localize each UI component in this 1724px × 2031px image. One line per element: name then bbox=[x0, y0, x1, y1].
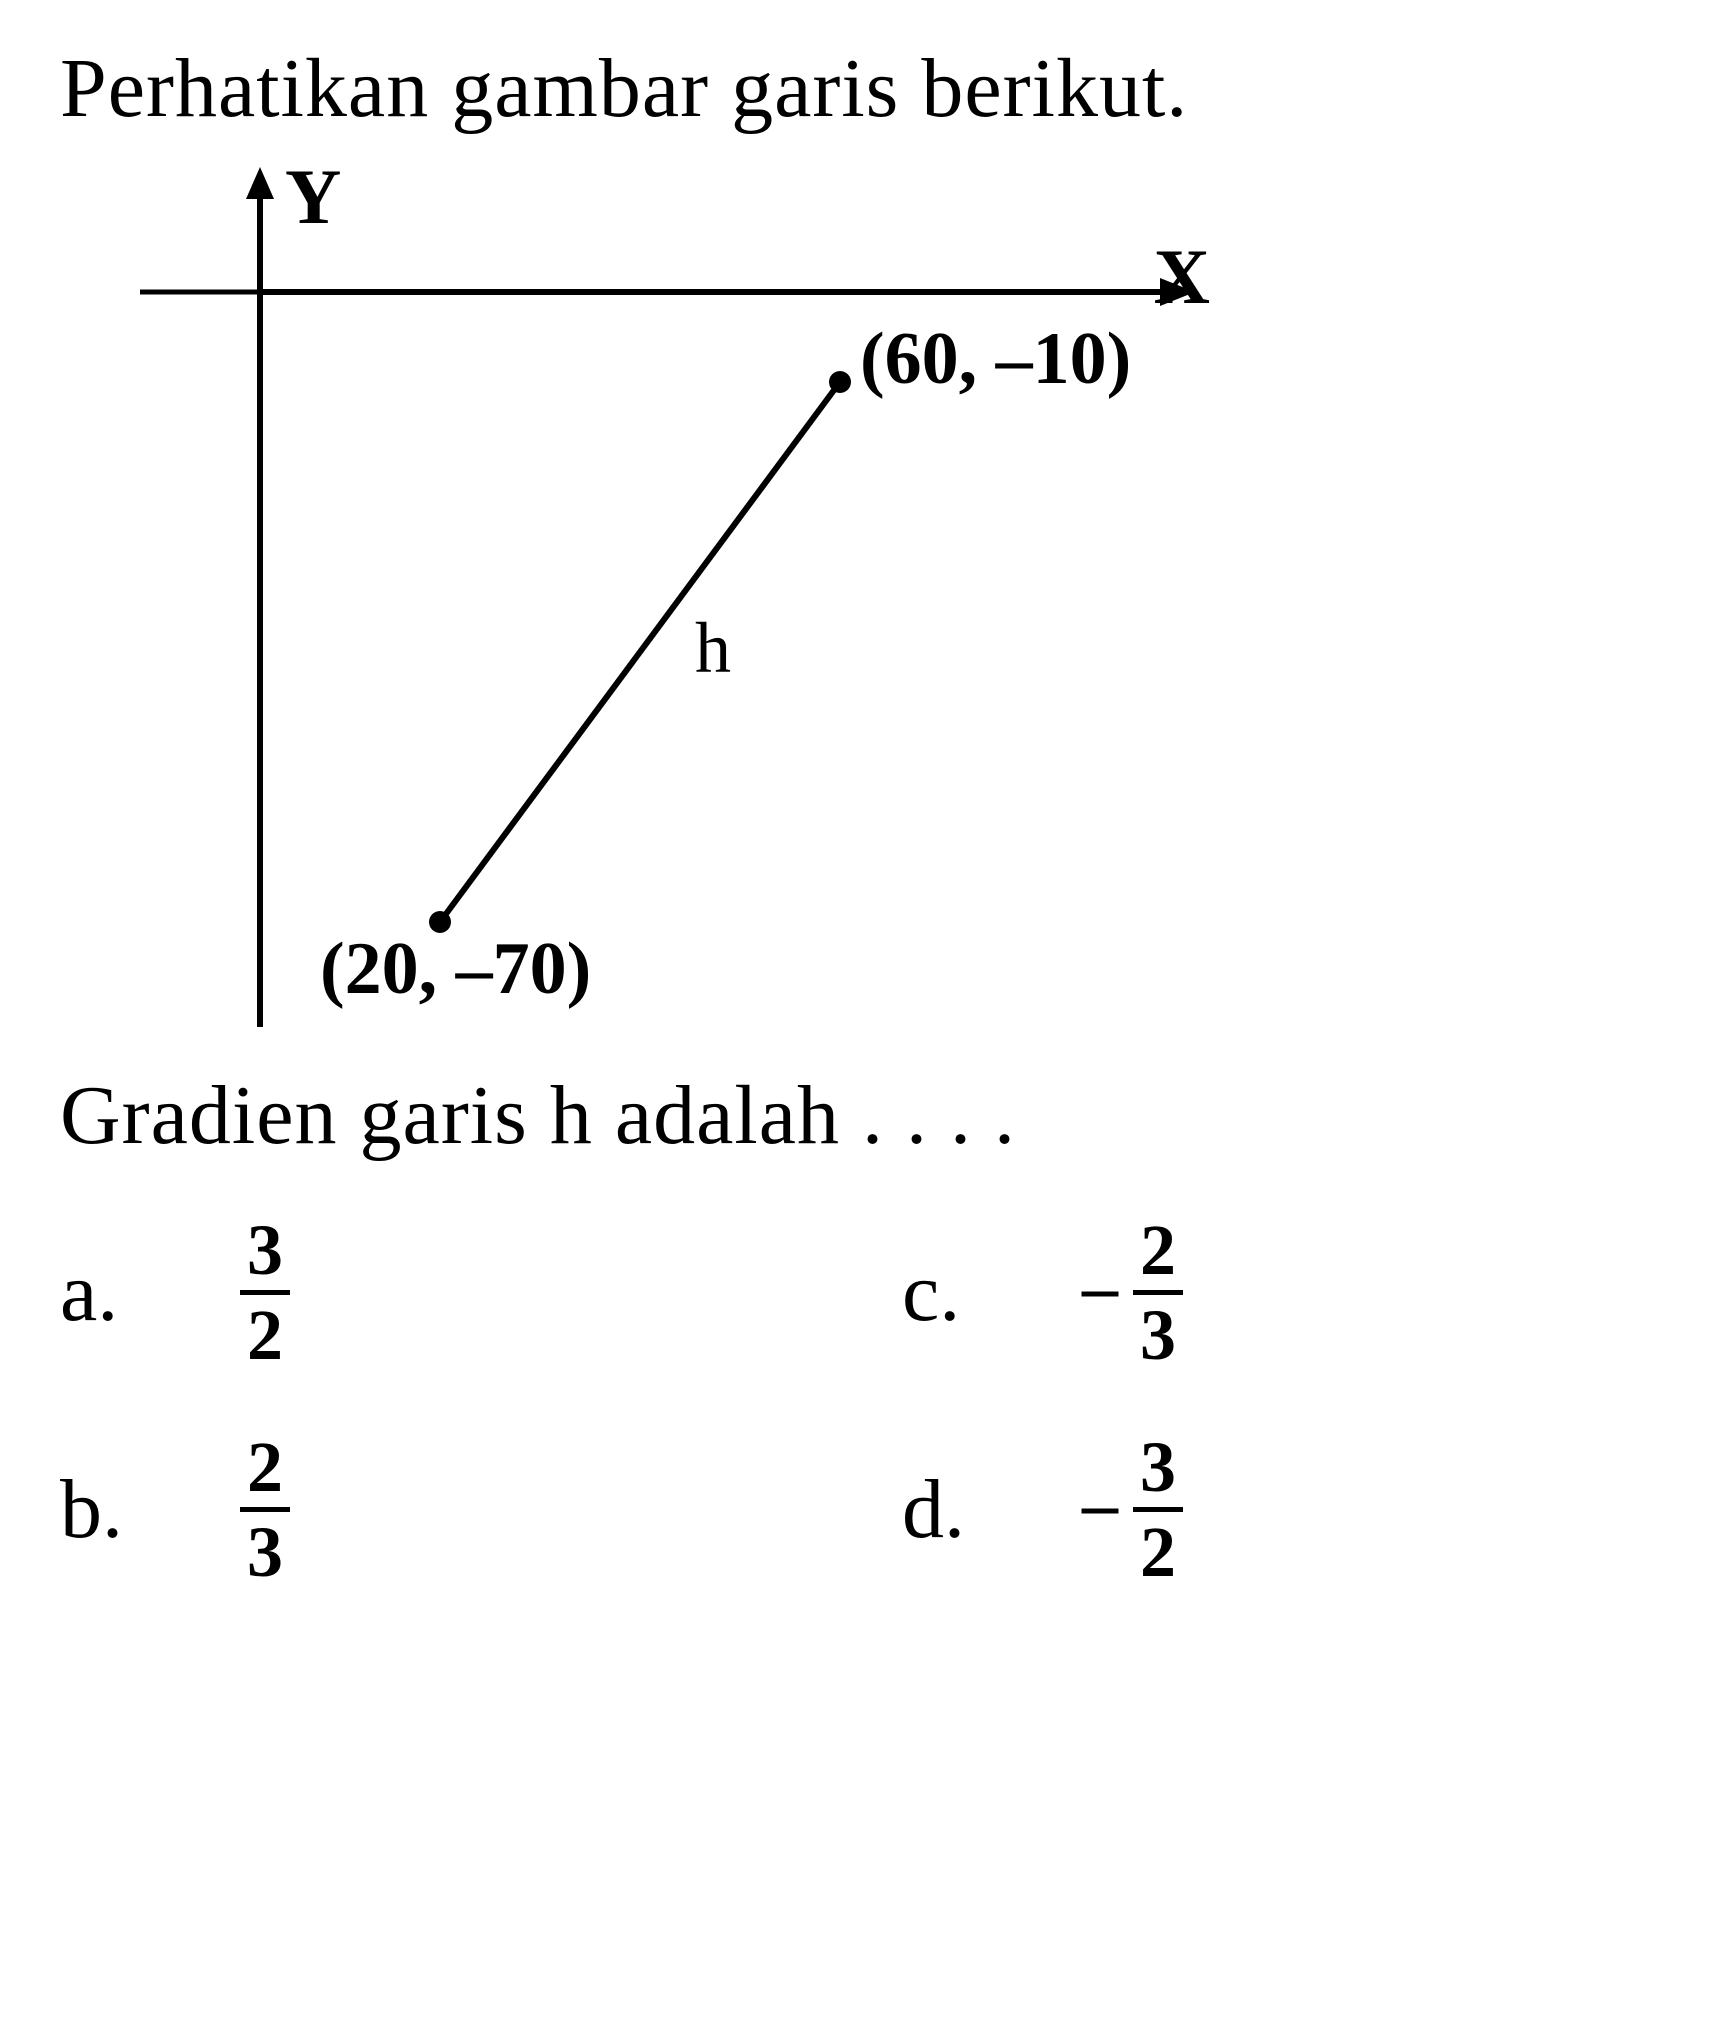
option-d-letter: d. bbox=[902, 1461, 982, 1558]
fraction-b-num: 2 bbox=[247, 1431, 283, 1507]
fraction-c-num: 2 bbox=[1140, 1214, 1176, 1290]
graph-container: Y X (60, –10) (20, –70) h bbox=[140, 167, 1340, 1027]
option-a[interactable]: a. 3 2 bbox=[60, 1214, 822, 1371]
option-c-value: – 2 3 bbox=[1082, 1214, 1183, 1371]
option-b[interactable]: b. 2 3 bbox=[60, 1431, 822, 1588]
negative-sign-d: – bbox=[1082, 1463, 1118, 1546]
fraction-a-den: 2 bbox=[247, 1295, 283, 1371]
fraction-a-num: 3 bbox=[247, 1214, 283, 1290]
option-d-value: – 3 2 bbox=[1082, 1431, 1183, 1588]
fraction-b: 2 3 bbox=[240, 1431, 290, 1588]
point-label-upper: (60, –10) bbox=[860, 317, 1131, 402]
fraction-c: 2 3 bbox=[1133, 1214, 1183, 1371]
answer-options: a. 3 2 c. – 2 3 b. 2 3 bbox=[60, 1214, 1664, 1588]
fraction-d-num: 3 bbox=[1140, 1431, 1176, 1507]
point-label-lower: (20, –70) bbox=[320, 927, 591, 1012]
fraction-d: 3 2 bbox=[1133, 1431, 1183, 1588]
fraction-a: 3 2 bbox=[240, 1214, 290, 1371]
option-c[interactable]: c. – 2 3 bbox=[902, 1214, 1664, 1371]
negative-sign-c: – bbox=[1082, 1246, 1118, 1329]
y-axis-arrowhead-icon bbox=[246, 167, 274, 199]
line-h-label: h bbox=[695, 607, 731, 690]
option-a-letter: a. bbox=[60, 1244, 140, 1341]
option-b-value: 2 3 bbox=[240, 1431, 290, 1588]
option-b-letter: b. bbox=[60, 1461, 140, 1558]
line-h bbox=[440, 382, 840, 922]
x-axis-label: X bbox=[1154, 232, 1210, 322]
option-a-value: 3 2 bbox=[240, 1214, 290, 1371]
option-c-letter: c. bbox=[902, 1244, 982, 1341]
question-prompt: Gradien garis h adalah . . . . bbox=[60, 1067, 1664, 1164]
question-title: Perhatikan gambar garis berikut. bbox=[60, 40, 1664, 137]
option-d[interactable]: d. – 3 2 bbox=[902, 1431, 1664, 1588]
fraction-c-den: 3 bbox=[1140, 1295, 1176, 1371]
point-end-upper bbox=[829, 371, 851, 393]
fraction-d-den: 2 bbox=[1140, 1512, 1176, 1588]
fraction-b-den: 3 bbox=[247, 1512, 283, 1588]
y-axis-label: Y bbox=[285, 152, 341, 242]
